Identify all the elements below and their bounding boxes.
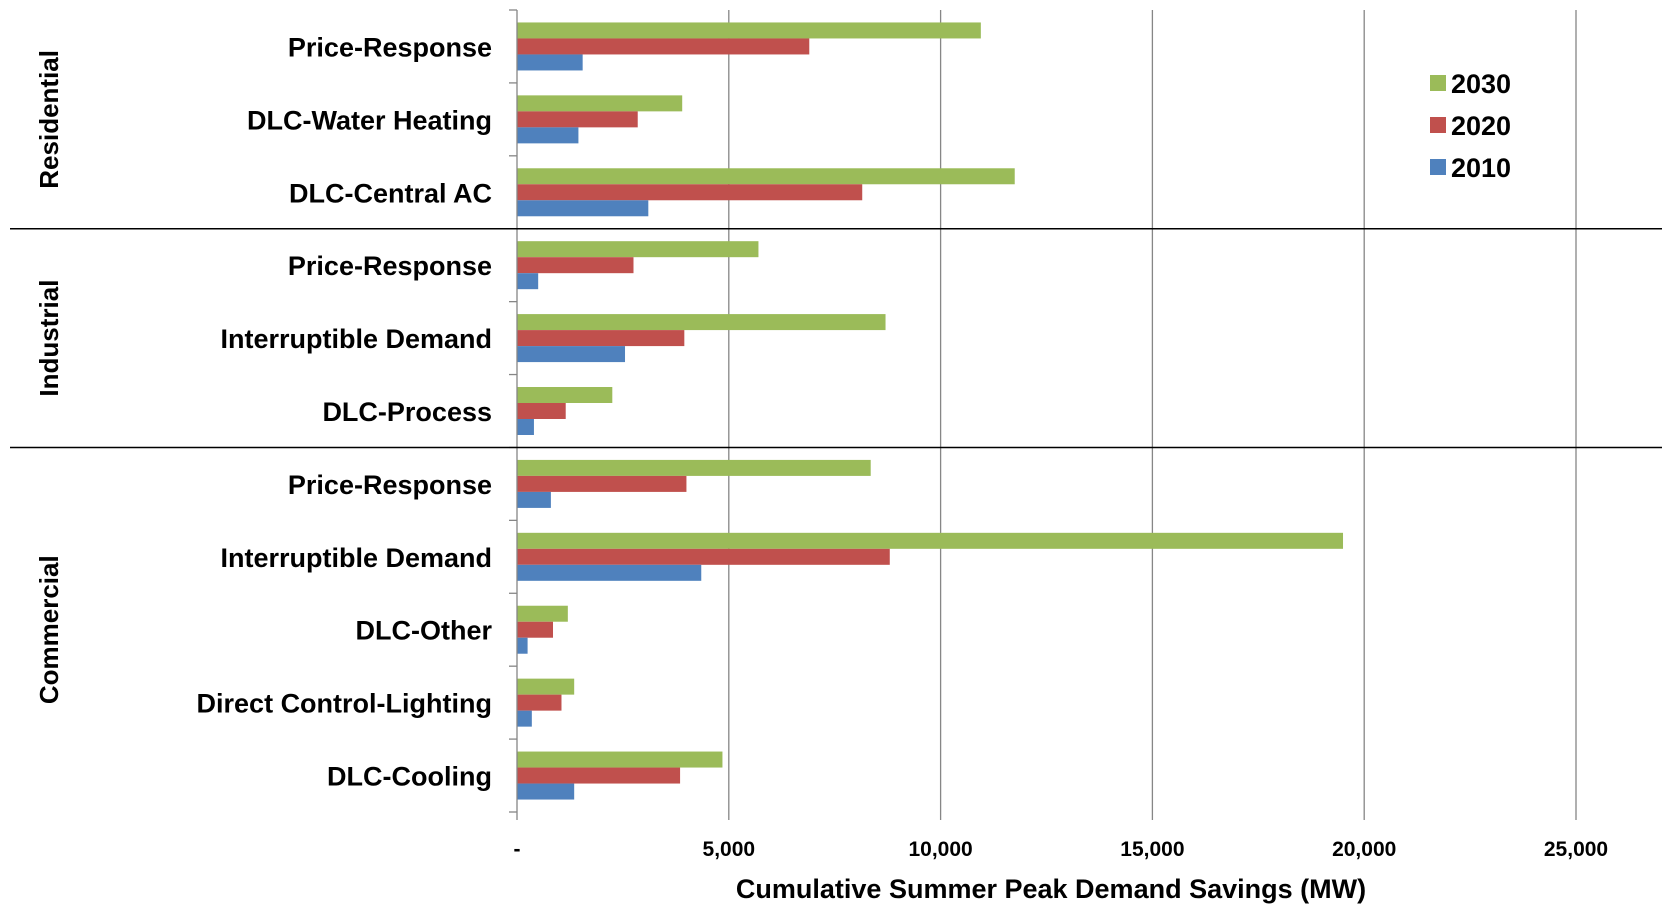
legend-label-2020: 2020 xyxy=(1451,111,1511,141)
bar-2010-dlc-process-5 xyxy=(517,419,534,435)
category-labels: Price-Response DLC-Water Heating DLC-Centr… xyxy=(197,32,493,791)
bar-2020-interruptible-demand-7 xyxy=(517,548,890,565)
x-tick-label-10000: 10,000 xyxy=(908,838,972,861)
category-label-direct-control-lighting-9: Direct Control-Lighting xyxy=(197,689,492,719)
x-tick-label-15000: 15,000 xyxy=(1120,838,1184,861)
category-label-price-response-0: Price-Response xyxy=(288,32,492,62)
group-label-industrial: Industrial xyxy=(34,280,64,397)
bar-2010-dlc-cooling-10 xyxy=(517,783,575,800)
gridlines xyxy=(728,10,1577,812)
bar-2010-dlc-central-ac-2 xyxy=(517,200,649,217)
bar-2020-direct-control-lighting-9 xyxy=(517,694,562,711)
category-label-dlc-water-heating-1: DLC-Water Heating xyxy=(247,105,492,135)
legend: 2030 2020 2010 xyxy=(1430,69,1511,183)
x-tick-labels: - 5,000 10,000 15,000 20,000 25,000 xyxy=(514,838,1609,861)
bar-2030-dlc-water-heating-1 xyxy=(517,95,683,112)
category-label-dlc-other-8: DLC-Other xyxy=(356,616,493,646)
bar-2030-price-response-3 xyxy=(517,241,759,258)
bar-2030-price-response-0 xyxy=(517,22,981,39)
category-label-dlc-process-5: DLC-Process xyxy=(322,397,492,427)
x-axis-title: Cumulative Summer Peak Demand Savings (M… xyxy=(736,874,1366,904)
group-separators xyxy=(10,227,1662,449)
bar-2020-dlc-other-8 xyxy=(517,621,554,638)
x-axis xyxy=(509,9,1577,820)
bar-2030-dlc-cooling-10 xyxy=(517,751,723,768)
bar-2010-dlc-water-heating-1 xyxy=(517,127,579,144)
category-label-dlc-cooling-10: DLC-Cooling xyxy=(327,762,492,792)
bar-2020-price-response-3 xyxy=(517,257,634,274)
category-label-price-response-6: Price-Response xyxy=(288,470,492,500)
x-tick-label-25000: 25,000 xyxy=(1544,838,1608,861)
bar-2010-direct-control-lighting-9 xyxy=(517,710,532,727)
category-label-dlc-central-ac-2: DLC-Central AC xyxy=(289,178,492,208)
bar-2010-price-response-3 xyxy=(517,273,539,290)
legend-swatch-2030 xyxy=(1430,75,1446,91)
bar-2030-interruptible-demand-7 xyxy=(517,532,1344,549)
bar-2030-direct-control-lighting-9 xyxy=(517,678,575,695)
bar-2030-dlc-central-ac-2 xyxy=(517,168,1015,185)
bar-2010-price-response-6 xyxy=(517,491,551,508)
bar-2030-dlc-process-5 xyxy=(517,387,613,403)
group-label-residential: Residential xyxy=(34,50,64,189)
bar-2030-price-response-6 xyxy=(517,459,871,476)
category-label-interruptible-demand-4: Interruptible Demand xyxy=(220,324,492,354)
bar-2010-price-response-0 xyxy=(517,54,583,71)
bar-2020-dlc-water-heating-1 xyxy=(517,111,638,128)
bar-2010-dlc-other-8 xyxy=(517,637,528,654)
bar-2020-interruptible-demand-4 xyxy=(517,330,685,347)
category-label-interruptible-demand-7: Interruptible Demand xyxy=(220,543,492,573)
category-label-price-response-3: Price-Response xyxy=(288,251,492,281)
x-tick-label-0: - xyxy=(514,838,521,861)
legend-label-2030: 2030 xyxy=(1451,69,1511,99)
legend-swatch-2010 xyxy=(1430,159,1446,175)
bar-2010-interruptible-demand-7 xyxy=(517,564,702,581)
bar-2020-price-response-6 xyxy=(517,475,687,492)
group-labels: Residential Industrial Commercial xyxy=(34,50,64,704)
bar-2030-interruptible-demand-4 xyxy=(517,314,886,331)
bars xyxy=(517,22,1344,800)
bar-2010-interruptible-demand-4 xyxy=(517,346,626,363)
x-tick-label-5000: 5,000 xyxy=(703,838,756,861)
legend-label-2010: 2010 xyxy=(1451,153,1511,183)
bar-2020-price-response-0 xyxy=(517,38,810,55)
group-label-commercial: Commercial xyxy=(34,555,64,704)
legend-swatch-2020 xyxy=(1430,117,1446,133)
bar-2030-dlc-other-8 xyxy=(517,605,568,622)
bar-2020-dlc-cooling-10 xyxy=(517,767,681,784)
bar-2020-dlc-central-ac-2 xyxy=(517,184,863,201)
x-tick-label-20000: 20,000 xyxy=(1332,838,1396,861)
bar-2020-dlc-process-5 xyxy=(517,403,566,419)
